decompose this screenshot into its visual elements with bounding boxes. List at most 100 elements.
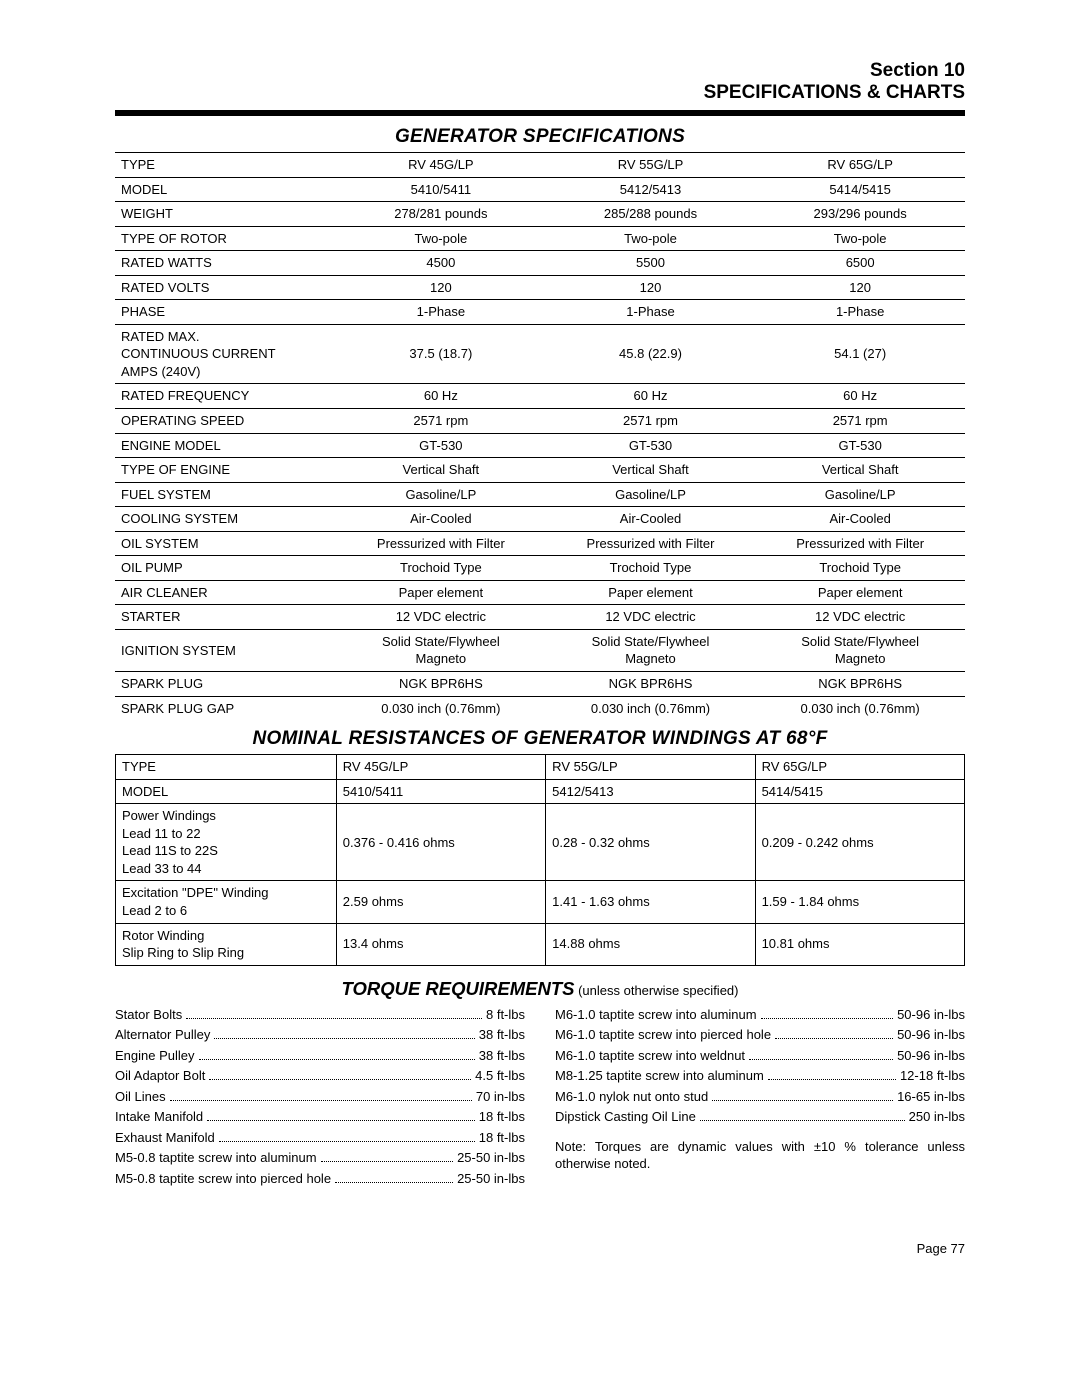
leader-dots: [209, 1079, 471, 1080]
spec-value: 0.28 - 0.32 ohms: [546, 804, 755, 881]
torque-label: M5-0.8 taptite screw into aluminum: [115, 1149, 317, 1167]
torque-row: Oil Lines 70 in-lbs: [115, 1088, 525, 1106]
resistances-title: NOMINAL RESISTANCES OF GENERATOR WINDING…: [115, 728, 965, 750]
spec-value: Air-Cooled: [546, 507, 756, 532]
leader-dots: [700, 1120, 905, 1121]
spec-value: Pressurized with Filter: [546, 531, 756, 556]
spec-label: TYPE OF ROTOR: [115, 226, 336, 251]
table-row: MODEL5410/54115412/54135414/5415: [115, 177, 965, 202]
torque-value: 70 in-lbs: [476, 1088, 525, 1106]
spec-value: 54.1 (27): [755, 324, 965, 384]
table-row: AIR CLEANERPaper elementPaper elementPap…: [115, 580, 965, 605]
torque-row: Intake Manifold 18 ft-lbs: [115, 1108, 525, 1126]
spec-value: Trochoid Type: [755, 556, 965, 581]
spec-value: 4500: [336, 251, 546, 276]
table-row: IGNITION SYSTEMSolid State/FlywheelMagne…: [115, 629, 965, 671]
spec-value: 5414/5415: [755, 177, 965, 202]
torque-row: M6-1.0 taptite screw into weldnut 50-96 …: [555, 1047, 965, 1065]
spec-value: Trochoid Type: [546, 556, 756, 581]
table-row: OIL SYSTEMPressurized with FilterPressur…: [115, 531, 965, 556]
spec-value: 5500: [546, 251, 756, 276]
spec-value: 0.376 - 0.416 ohms: [336, 804, 545, 881]
torque-label: M6-1.0 taptite screw into pierced hole: [555, 1026, 771, 1044]
spec-label: RATED MAX.CONTINUOUS CURRENTAMPS (240V): [115, 324, 336, 384]
generator-specs-title: GENERATOR SPECIFICATIONS: [115, 126, 965, 148]
spec-value: GT-530: [546, 433, 756, 458]
torque-value: 250 in-lbs: [909, 1108, 965, 1126]
spec-value: 285/288 pounds: [546, 202, 756, 227]
table-row: PHASE1-Phase1-Phase1-Phase: [115, 300, 965, 325]
spec-label: Power WindingsLead 11 to 22Lead 11S to 2…: [116, 804, 337, 881]
leader-dots: [768, 1079, 896, 1080]
spec-value: 278/281 pounds: [336, 202, 546, 227]
spec-value: Vertical Shaft: [755, 458, 965, 483]
page-number: Page 77: [115, 1241, 965, 1256]
spec-value: 12 VDC electric: [546, 605, 756, 630]
torque-value: 18 ft-lbs: [479, 1108, 525, 1126]
spec-value: 60 Hz: [336, 384, 546, 409]
table-row: TYPERV 45G/LPRV 55G/LPRV 65G/LP: [116, 755, 965, 780]
torque-left-column: Stator Bolts 8 ft-lbsAlternator Pulley 3…: [115, 1006, 525, 1191]
spec-value: RV 55G/LP: [546, 755, 755, 780]
table-row: WEIGHT278/281 pounds285/288 pounds293/29…: [115, 202, 965, 227]
table-row: TYPE OF ENGINEVertical ShaftVertical Sha…: [115, 458, 965, 483]
spec-label: RATED VOLTS: [115, 275, 336, 300]
spec-value: 5412/5413: [546, 779, 755, 804]
spec-value: 12 VDC electric: [336, 605, 546, 630]
spec-value: Pressurized with Filter: [755, 531, 965, 556]
leader-dots: [335, 1182, 453, 1183]
spec-value: 14.88 ohms: [546, 923, 755, 965]
spec-value: RV 65G/LP: [755, 153, 965, 178]
generator-specs-table: TYPERV 45G/LPRV 55G/LPRV 65G/LPMODEL5410…: [115, 152, 965, 720]
spec-value: 1.59 - 1.84 ohms: [755, 881, 964, 923]
spec-value: 1-Phase: [336, 300, 546, 325]
leader-dots: [321, 1161, 453, 1162]
spec-value: 0.209 - 0.242 ohms: [755, 804, 964, 881]
spec-value: RV 45G/LP: [336, 755, 545, 780]
torque-label: Engine Pulley: [115, 1047, 195, 1065]
spec-value: 0.030 inch (0.76mm): [546, 696, 756, 720]
leader-dots: [775, 1038, 893, 1039]
spec-value: 5410/5411: [336, 779, 545, 804]
table-row: FUEL SYSTEMGasoline/LPGasoline/LPGasolin…: [115, 482, 965, 507]
torque-value: 8 ft-lbs: [486, 1006, 525, 1024]
leader-dots: [712, 1100, 893, 1101]
spec-label: ENGINE MODEL: [115, 433, 336, 458]
leader-dots: [186, 1018, 482, 1019]
page: Section 10 SPECIFICATIONS & CHARTS GENER…: [0, 0, 1080, 1296]
torque-row: M6-1.0 taptite screw into pierced hole 5…: [555, 1026, 965, 1044]
spec-value: 2571 rpm: [546, 409, 756, 434]
spec-value: Two-pole: [336, 226, 546, 251]
torque-value: 4.5 ft-lbs: [475, 1067, 525, 1085]
spec-label: TYPE OF ENGINE: [115, 458, 336, 483]
torque-row: Engine Pulley 38 ft-lbs: [115, 1047, 525, 1065]
spec-value: Paper element: [336, 580, 546, 605]
torque-value: 25-50 in-lbs: [457, 1170, 525, 1188]
table-row: SPARK PLUG GAP0.030 inch (0.76mm)0.030 i…: [115, 696, 965, 720]
table-row: STARTER12 VDC electric12 VDC electric12 …: [115, 605, 965, 630]
leader-dots: [749, 1059, 893, 1060]
torque-label: Alternator Pulley: [115, 1026, 210, 1044]
table-row: MODEL5410/54115412/54135414/5415: [116, 779, 965, 804]
spec-value: 2571 rpm: [755, 409, 965, 434]
torque-row: M5-0.8 taptite screw into aluminum 25-50…: [115, 1149, 525, 1167]
table-row: SPARK PLUGNGK BPR6HSNGK BPR6HSNGK BPR6HS: [115, 672, 965, 697]
spec-value: Two-pole: [546, 226, 756, 251]
spec-label: Rotor WindingSlip Ring to Slip Ring: [116, 923, 337, 965]
spec-value: 5412/5413: [546, 177, 756, 202]
spec-value: Solid State/FlywheelMagneto: [546, 629, 756, 671]
spec-value: Paper element: [755, 580, 965, 605]
table-row: RATED VOLTS120120120: [115, 275, 965, 300]
spec-label: SPARK PLUG GAP: [115, 696, 336, 720]
spec-label: AIR CLEANER: [115, 580, 336, 605]
spec-value: 1-Phase: [546, 300, 756, 325]
spec-value: 10.81 ohms: [755, 923, 964, 965]
table-row: RATED FREQUENCY60 Hz60 Hz60 Hz: [115, 384, 965, 409]
spec-value: Two-pole: [755, 226, 965, 251]
torque-label: Dipstick Casting Oil Line: [555, 1108, 696, 1126]
torque-row: M6-1.0 taptite screw into aluminum 50-96…: [555, 1006, 965, 1024]
spec-value: Paper element: [546, 580, 756, 605]
spec-value: 37.5 (18.7): [336, 324, 546, 384]
torque-row: Oil Adaptor Bolt 4.5 ft-lbs: [115, 1067, 525, 1085]
header-section-number: Section 10: [115, 60, 965, 82]
